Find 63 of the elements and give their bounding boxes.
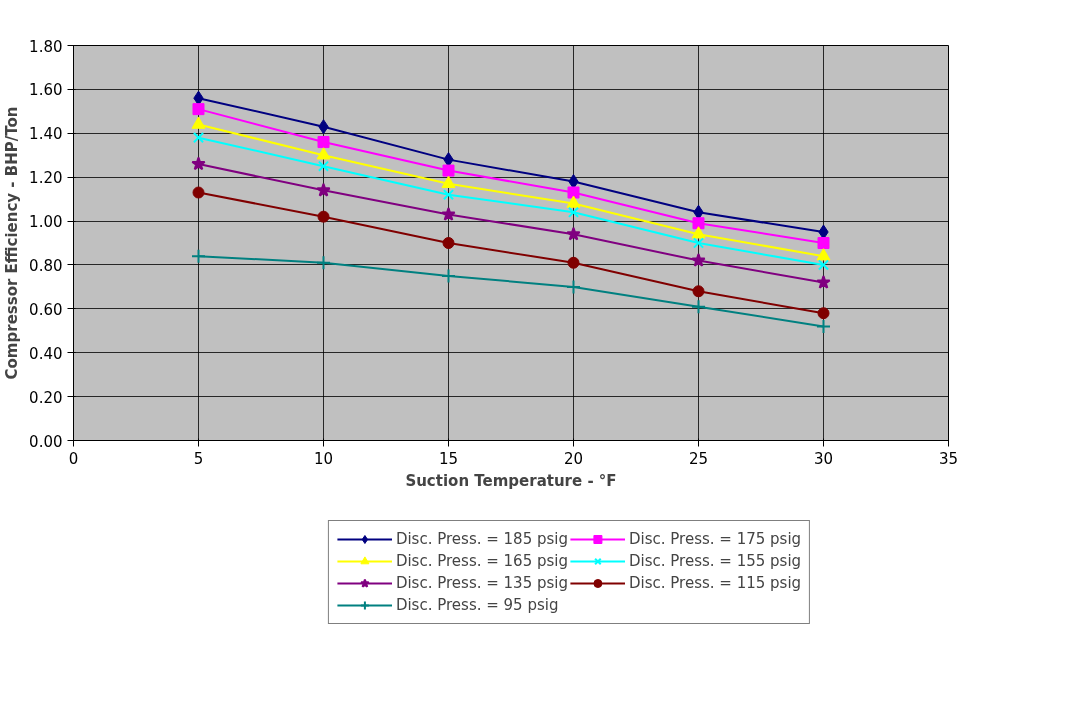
point bbox=[692, 217, 705, 230]
point bbox=[817, 307, 830, 320]
legend-label: Disc. Press. = 165 psig bbox=[395, 552, 568, 570]
point bbox=[316, 182, 331, 197]
legend-label: Disc. Press. = 175 psig bbox=[629, 530, 802, 548]
point bbox=[566, 195, 581, 208]
point bbox=[317, 210, 330, 223]
point bbox=[192, 132, 205, 144]
y-tick-label: 0.40 bbox=[29, 344, 63, 363]
point bbox=[817, 259, 830, 271]
point bbox=[691, 226, 706, 239]
point bbox=[441, 268, 456, 284]
point bbox=[567, 186, 580, 199]
point bbox=[692, 285, 705, 298]
y-tick-label: 1.40 bbox=[29, 125, 63, 144]
y-tick-label: 1.20 bbox=[29, 169, 63, 188]
point bbox=[192, 103, 205, 116]
y-axis-title: Compressor Efficiency - BHP/Ton bbox=[3, 106, 22, 380]
point bbox=[691, 253, 706, 267]
point bbox=[317, 160, 330, 172]
point bbox=[441, 206, 456, 221]
point bbox=[566, 226, 581, 241]
point bbox=[567, 256, 580, 269]
y-tick-label: 1.00 bbox=[29, 213, 63, 232]
y-tick-label: 1.80 bbox=[29, 37, 63, 56]
point bbox=[566, 279, 581, 295]
point bbox=[442, 164, 455, 177]
y-tick-label: 1.60 bbox=[29, 81, 63, 100]
point bbox=[191, 156, 206, 171]
point bbox=[442, 189, 455, 201]
point bbox=[816, 248, 831, 261]
x-tick-label: 15 bbox=[438, 449, 459, 468]
y-tick-label: 0.60 bbox=[29, 300, 63, 319]
point bbox=[442, 237, 455, 249]
point bbox=[816, 275, 831, 289]
legend-label: Disc. Press. = 95 psig bbox=[395, 596, 559, 614]
point bbox=[316, 147, 331, 160]
point bbox=[316, 255, 331, 271]
y-tick-label: 0.20 bbox=[29, 388, 63, 407]
x-tick-label: 0 bbox=[68, 449, 79, 468]
point bbox=[191, 248, 206, 264]
point bbox=[441, 175, 456, 188]
x-tick-label: 20 bbox=[563, 449, 584, 468]
point bbox=[317, 136, 330, 149]
legend-label: Disc. Press. = 155 psig bbox=[629, 552, 802, 570]
x-tick-label: 5 bbox=[193, 449, 204, 468]
y-tick-label: 0.80 bbox=[29, 256, 63, 275]
point bbox=[816, 318, 831, 334]
point bbox=[817, 237, 830, 249]
x-axis-title: Suction Temperature - °F bbox=[405, 471, 617, 490]
legend-label: Disc. Press. = 115 psig bbox=[629, 574, 802, 592]
x-tick-label: 25 bbox=[688, 449, 709, 468]
point bbox=[191, 116, 206, 129]
legend-label: Disc. Press. = 185 psig bbox=[395, 530, 568, 548]
point bbox=[691, 299, 706, 315]
point bbox=[692, 237, 705, 249]
x-tick-label: 35 bbox=[938, 449, 959, 468]
x-tick-label: 30 bbox=[813, 449, 834, 468]
point bbox=[192, 186, 205, 199]
point bbox=[567, 206, 580, 218]
x-tick-label: 10 bbox=[313, 449, 334, 468]
y-tick-label: 0.00 bbox=[29, 432, 63, 451]
legend-label: Disc. Press. = 135 psig bbox=[395, 574, 568, 592]
